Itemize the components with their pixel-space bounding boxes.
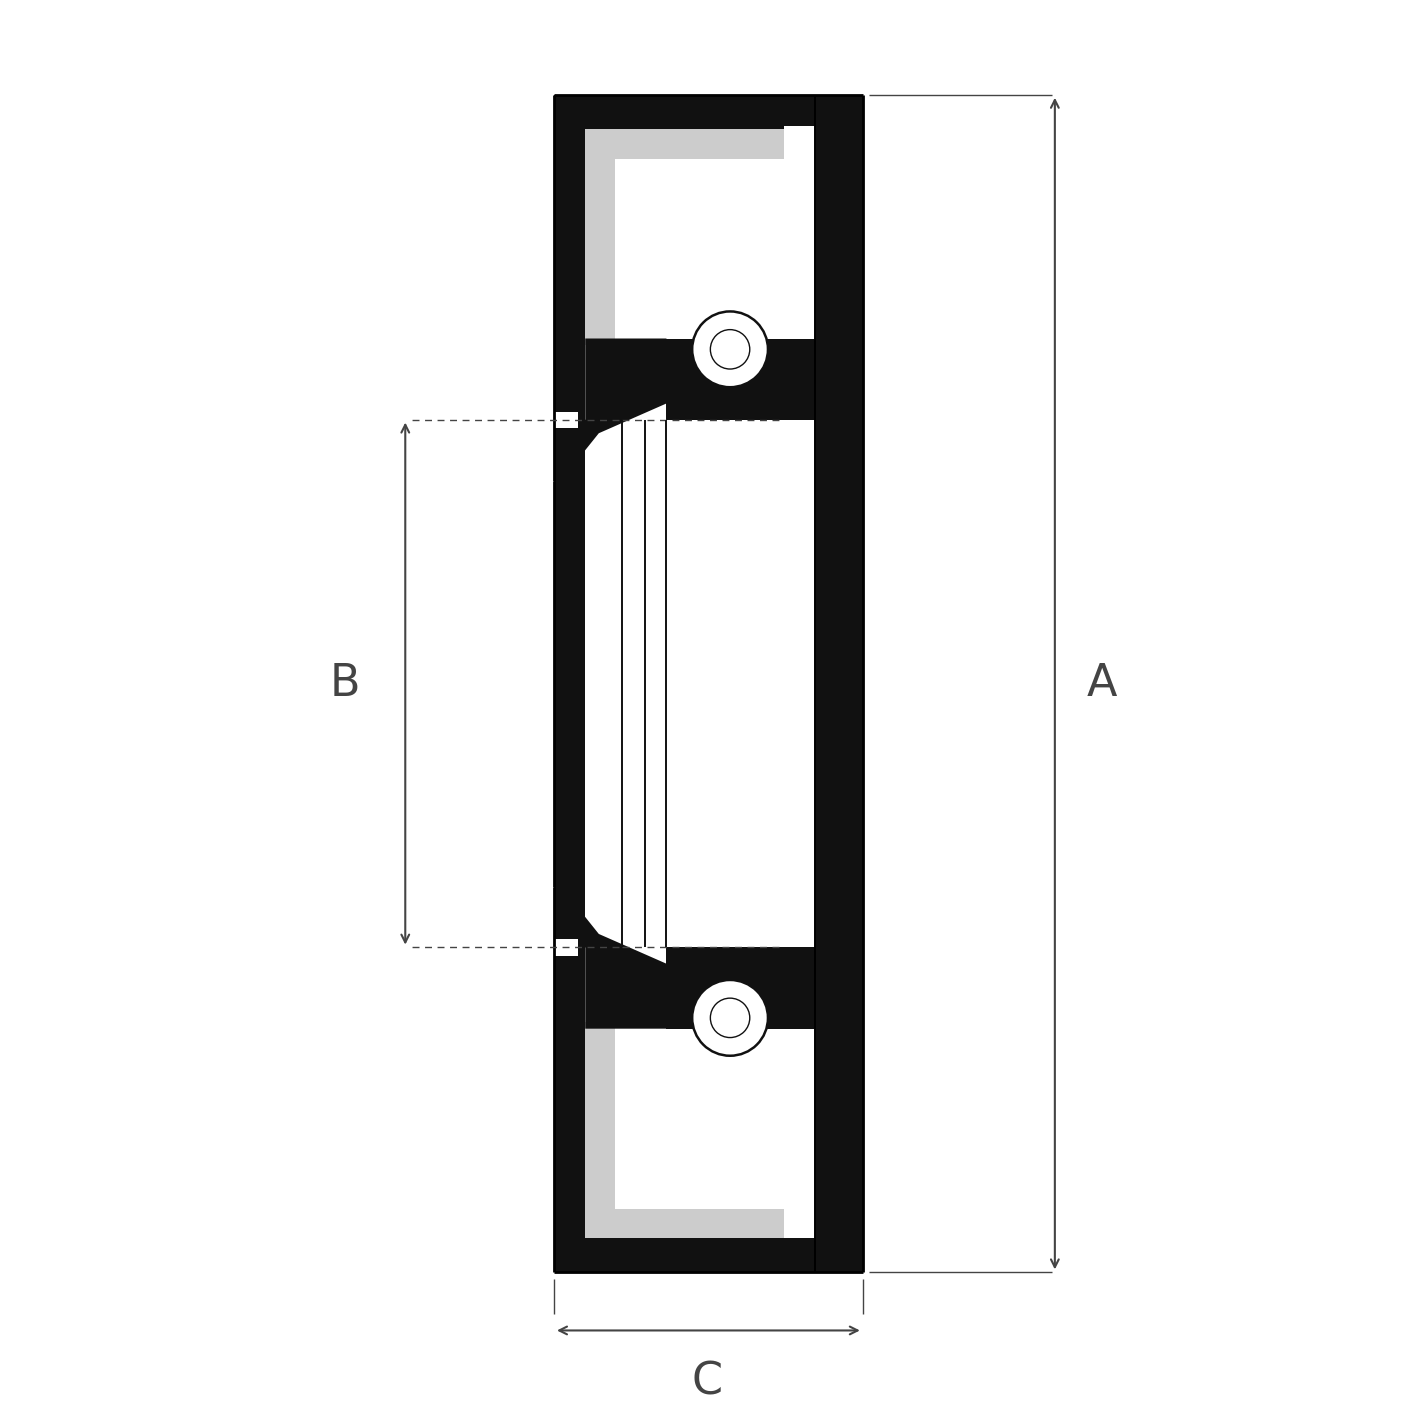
Polygon shape (554, 129, 585, 420)
Polygon shape (554, 420, 585, 948)
Polygon shape (554, 96, 815, 129)
Polygon shape (554, 887, 666, 1029)
Polygon shape (554, 939, 578, 956)
Circle shape (710, 329, 749, 368)
Circle shape (692, 980, 768, 1056)
Polygon shape (614, 159, 785, 346)
Polygon shape (614, 1022, 785, 1209)
Polygon shape (554, 339, 666, 481)
Text: C: C (692, 1361, 723, 1403)
Polygon shape (585, 1022, 614, 1209)
Circle shape (692, 312, 768, 387)
Text: B: B (329, 662, 360, 704)
Text: A: A (1087, 662, 1118, 704)
Polygon shape (554, 1239, 815, 1272)
Polygon shape (554, 948, 585, 1239)
Polygon shape (585, 129, 785, 159)
Polygon shape (554, 412, 578, 427)
Polygon shape (785, 127, 815, 166)
Polygon shape (666, 948, 815, 1029)
Circle shape (710, 998, 749, 1038)
Polygon shape (585, 1209, 785, 1239)
Polygon shape (815, 96, 863, 1272)
Polygon shape (27, 7, 1379, 1360)
Polygon shape (666, 339, 815, 420)
Polygon shape (585, 1022, 614, 1209)
Polygon shape (585, 159, 614, 346)
